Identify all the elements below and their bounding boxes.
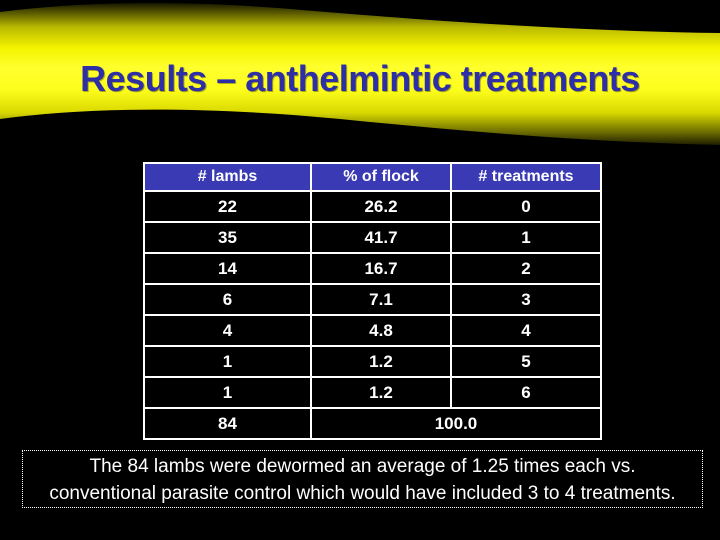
- table-row: 22 26.2 0: [143, 190, 602, 223]
- table-cell: 3: [450, 283, 602, 316]
- header-cell-pct-flock: % of flock: [310, 162, 452, 192]
- table-row: 1 1.2 6: [143, 376, 602, 409]
- table-cell: 4: [143, 314, 312, 347]
- page-title: Results – anthelmintic treatments: [80, 58, 640, 99]
- table-cell: 7.1: [310, 283, 452, 316]
- table-row: 1 1.2 5: [143, 345, 602, 378]
- summary-note-line2: conventional parasite control which woul…: [49, 483, 676, 504]
- table-cell: 1.2: [310, 376, 452, 409]
- table-cell: 35: [143, 221, 312, 254]
- summary-note: The 84 lambs were dewormed an average of…: [22, 450, 703, 508]
- table-cell: 41.7: [310, 221, 452, 254]
- table-cell: 26.2: [310, 190, 452, 223]
- results-table-container: # lambs % of flock # treatments 22 26.2 …: [143, 162, 602, 440]
- table-cell: 6: [450, 376, 602, 409]
- header-cell-lambs: # lambs: [143, 162, 312, 192]
- table-cell: 4.8: [310, 314, 452, 347]
- table-row: 14 16.7 2: [143, 252, 602, 285]
- total-lambs-cell: 84: [143, 407, 312, 440]
- table-cell: 5: [450, 345, 602, 378]
- header-cell-treatments: # treatments: [450, 162, 602, 192]
- table-cell: 4: [450, 314, 602, 347]
- table-row: 6 7.1 3: [143, 283, 602, 316]
- table-cell: 22: [143, 190, 312, 223]
- table-cell: 1: [143, 345, 312, 378]
- table-row: 4 4.8 4: [143, 314, 602, 347]
- summary-note-line1: The 84 lambs were dewormed an average of…: [89, 456, 636, 477]
- table-cell: 2: [450, 252, 602, 285]
- table-cell: 6: [143, 283, 312, 316]
- table-cell: 1: [450, 221, 602, 254]
- table-cell: 14: [143, 252, 312, 285]
- table-cell: 1: [143, 376, 312, 409]
- table-row: 35 41.7 1: [143, 221, 602, 254]
- total-pct-cell: 100.0: [310, 407, 602, 440]
- table-header-row: # lambs % of flock # treatments: [143, 162, 602, 192]
- table-cell: 1.2: [310, 345, 452, 378]
- results-table: # lambs % of flock # treatments 22 26.2 …: [143, 162, 602, 440]
- table-cell: 16.7: [310, 252, 452, 285]
- table-total-row: 84 100.0: [143, 407, 602, 440]
- banner-wave: [0, 2, 720, 145]
- table-cell: 0: [450, 190, 602, 223]
